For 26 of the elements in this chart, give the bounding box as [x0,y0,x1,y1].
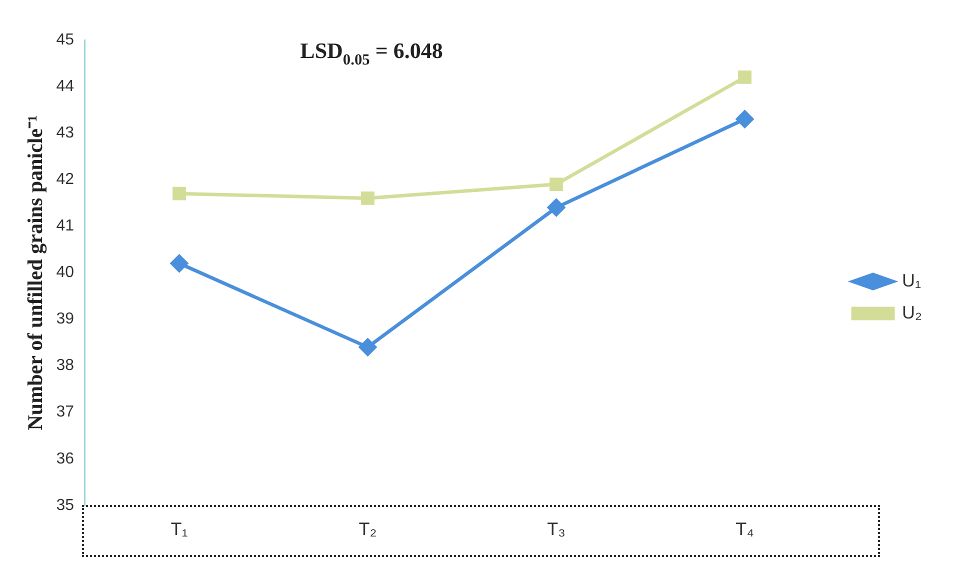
x-tick-label: T₃ [547,519,566,540]
point [736,110,754,128]
y-tick-label: 45 [56,31,74,48]
x-tick-label: T₁ [170,519,188,540]
y-tick-label: 43 [56,124,74,142]
point [550,178,563,191]
y-tick-label: 35 [56,496,74,514]
y-tick-label: 38 [56,357,74,374]
y-tick-label: 42 [56,171,74,188]
y-tick-label: 41 [56,218,74,235]
x-tick-label: T₂ [358,519,377,540]
legend-label: U₂ [902,302,922,322]
y-axis-title: Number of unfilled grains panicle⁻¹ [23,115,48,430]
y-tick-label: 37 [56,404,74,421]
y-tick-label: 44 [56,78,74,95]
y-tick-label: 40 [56,264,74,282]
y-tick-label: 39 [56,310,74,328]
point [172,186,186,200]
point [359,338,377,356]
y-tick-label: 36 [56,450,74,468]
legend-label: U₁ [902,270,922,290]
point [548,198,566,216]
point [738,70,752,84]
point [170,254,188,272]
x-tick-label: T₄ [736,519,754,540]
point [361,192,374,205]
